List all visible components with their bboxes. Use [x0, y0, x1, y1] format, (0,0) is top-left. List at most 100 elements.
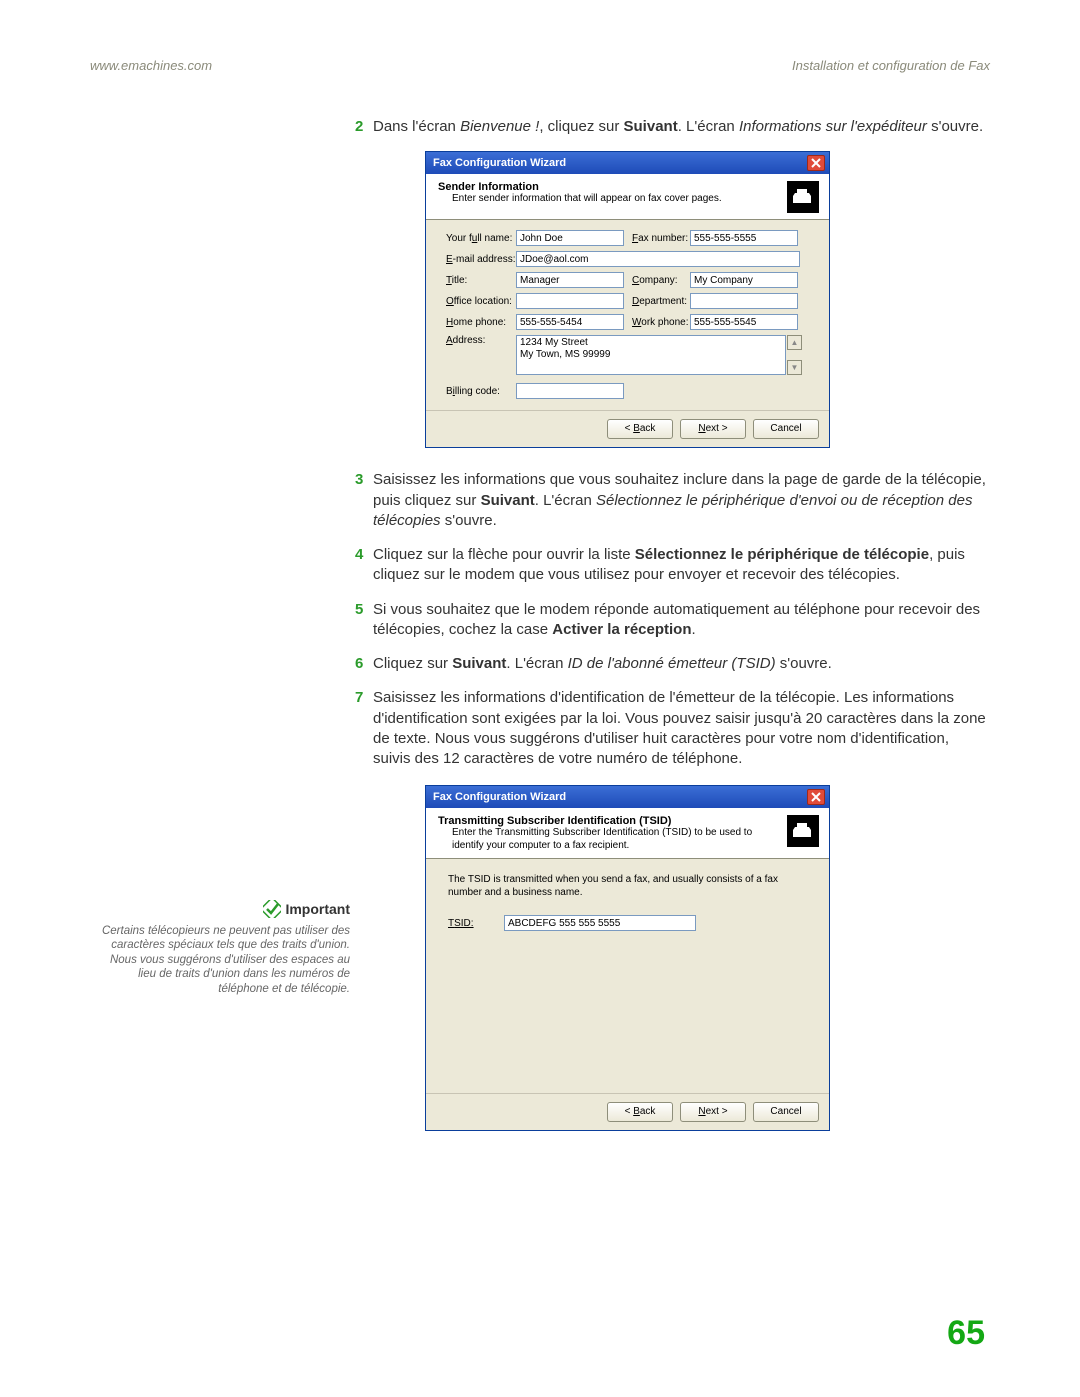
input-fax[interactable]: 555-555-5555	[690, 230, 798, 246]
text: .	[692, 621, 696, 638]
label-fax: Fax number:	[632, 233, 690, 244]
step-text: Cliquez sur la flèche pour ouvrir la lis…	[373, 545, 990, 586]
text-italic: Informations sur l'expéditeur	[739, 118, 927, 135]
text-bold: Suivant	[624, 118, 678, 135]
header-url: www.emachines.com	[90, 58, 212, 73]
input-fullname[interactable]: John Doe	[516, 230, 624, 246]
scroll-up-button[interactable]: ▲	[787, 335, 802, 350]
text-bold: Activer la réception	[552, 621, 691, 638]
label-address: Address:	[446, 335, 516, 346]
important-note: Important Certains télécopieurs ne peuve…	[90, 900, 350, 996]
text: s'ouvre.	[776, 655, 832, 672]
scroll-down-button[interactable]: ▼	[787, 360, 802, 375]
form-area: Your full name: John Doe Fax number: 555…	[426, 220, 829, 410]
cancel-button[interactable]: Cancel	[753, 1102, 819, 1122]
text-bold: Suivant	[452, 655, 506, 672]
step-number: 7	[355, 688, 373, 769]
label-fullname: Your full name:	[446, 233, 516, 244]
input-tsid[interactable]: ABCDEFG 555 555 5555	[504, 915, 696, 931]
text: . L'écran	[535, 492, 596, 509]
close-button[interactable]	[807, 155, 825, 171]
screenshot-sender-info: Fax Configuration Wizard Sender Informat…	[425, 151, 990, 448]
close-icon	[811, 158, 821, 168]
fax-icon	[787, 815, 819, 847]
step-text: Saisissez les informations que vous souh…	[373, 470, 990, 531]
close-icon	[811, 792, 821, 802]
input-home[interactable]: 555-555-5454	[516, 314, 624, 330]
window-title: Fax Configuration Wizard	[433, 157, 566, 169]
header-heading: Sender Information	[438, 181, 781, 193]
input-email[interactable]: JDoe@aol.com	[516, 251, 800, 267]
cancel-button[interactable]: Cancel	[753, 419, 819, 439]
fax-icon	[787, 181, 819, 213]
titlebar: Fax Configuration Wizard	[426, 152, 829, 174]
step-text: Cliquez sur Suivant. L'écran ID de l'abo…	[373, 654, 990, 674]
step-4: 4 Cliquez sur la flèche pour ouvrir la l…	[355, 545, 990, 586]
important-label: Important	[285, 901, 350, 917]
input-work[interactable]: 555-555-5545	[690, 314, 798, 330]
step-number: 3	[355, 470, 373, 531]
back-button[interactable]: < Back	[607, 1102, 673, 1122]
step-7: 7 Saisissez les informations d'identific…	[355, 688, 990, 769]
step-6: 6 Cliquez sur Suivant. L'écran ID de l'a…	[355, 654, 990, 674]
dialog-header: Transmitting Subscriber Identification (…	[426, 808, 829, 859]
input-company[interactable]: My Company	[690, 272, 798, 288]
header-heading: Transmitting Subscriber Identification (…	[438, 815, 781, 827]
label-work: Work phone:	[632, 317, 690, 328]
text-italic: Bienvenue !	[460, 118, 539, 135]
back-button[interactable]: < Back	[607, 419, 673, 439]
text-bold: Suivant	[481, 492, 535, 509]
dialog-header: Sender Information Enter sender informat…	[426, 174, 829, 220]
label-office: Office location:	[446, 296, 516, 307]
input-billing[interactable]	[516, 383, 624, 399]
next-button[interactable]: Next >	[680, 1102, 746, 1122]
header-subtext: Enter sender information that will appea…	[438, 193, 781, 206]
step-number: 2	[355, 117, 373, 137]
close-button[interactable]	[807, 789, 825, 805]
label-home: Home phone:	[446, 317, 516, 328]
step-2: 2 Dans l'écran Bienvenue !, cliquez sur …	[355, 117, 990, 137]
page-header: www.emachines.com Installation et config…	[90, 58, 990, 73]
input-address[interactable]: 1234 My Street My Town, MS 99999	[516, 335, 786, 375]
window-title: Fax Configuration Wizard	[433, 791, 566, 803]
text: Cliquez sur	[373, 655, 452, 672]
dialog-window: Fax Configuration Wizard Sender Informat…	[425, 151, 830, 448]
input-title[interactable]: Manager	[516, 272, 624, 288]
step-text: Si vous souhaitez que le modem réponde a…	[373, 600, 990, 641]
step-number: 5	[355, 600, 373, 641]
step-number: 4	[355, 545, 373, 586]
titlebar: Fax Configuration Wizard	[426, 786, 829, 808]
header-subtext: Enter the Transmitting Subscriber Identi…	[438, 827, 781, 852]
text: s'ouvre.	[441, 512, 497, 529]
important-text: Certains télécopieurs ne peuvent pas uti…	[90, 924, 350, 996]
step-text: Saisissez les informations d'identificat…	[373, 688, 990, 769]
input-dept[interactable]	[690, 293, 798, 309]
page-number: 65	[947, 1314, 985, 1353]
text: . L'écran	[678, 118, 739, 135]
step-text: Dans l'écran Bienvenue !, cliquez sur Su…	[373, 117, 990, 137]
button-row: < Back Next > Cancel	[426, 1093, 829, 1130]
step-3: 3 Saisissez les informations que vous so…	[355, 470, 990, 531]
text: , cliquez sur	[539, 118, 623, 135]
important-heading: Important	[263, 900, 350, 918]
next-button[interactable]: Next >	[680, 419, 746, 439]
label-company: Company:	[632, 275, 690, 286]
text: . L'écran	[506, 655, 567, 672]
button-row: < Back Next > Cancel	[426, 410, 829, 447]
label-billing: Billing code:	[446, 386, 516, 397]
checkmark-icon	[263, 900, 281, 918]
screenshot-tsid: Fax Configuration Wizard Transmitting Su…	[425, 785, 990, 1131]
label-dept: Department:	[632, 296, 690, 307]
text-bold: Sélectionnez le périphérique de télécopi…	[635, 546, 929, 563]
dialog-window: Fax Configuration Wizard Transmitting Su…	[425, 785, 830, 1131]
header-title: Installation et configuration de Fax	[792, 58, 990, 73]
label-tsid: TSID:	[448, 918, 504, 929]
tsid-note: The TSID is transmitted when you send a …	[448, 873, 807, 899]
input-office[interactable]	[516, 293, 624, 309]
step-number: 6	[355, 654, 373, 674]
form-area: The TSID is transmitted when you send a …	[426, 859, 829, 1093]
text: s'ouvre.	[927, 118, 983, 135]
text: Dans l'écran	[373, 118, 460, 135]
text: Cliquez sur la flèche pour ouvrir la lis…	[373, 546, 635, 563]
step-5: 5 Si vous souhaitez que le modem réponde…	[355, 600, 990, 641]
